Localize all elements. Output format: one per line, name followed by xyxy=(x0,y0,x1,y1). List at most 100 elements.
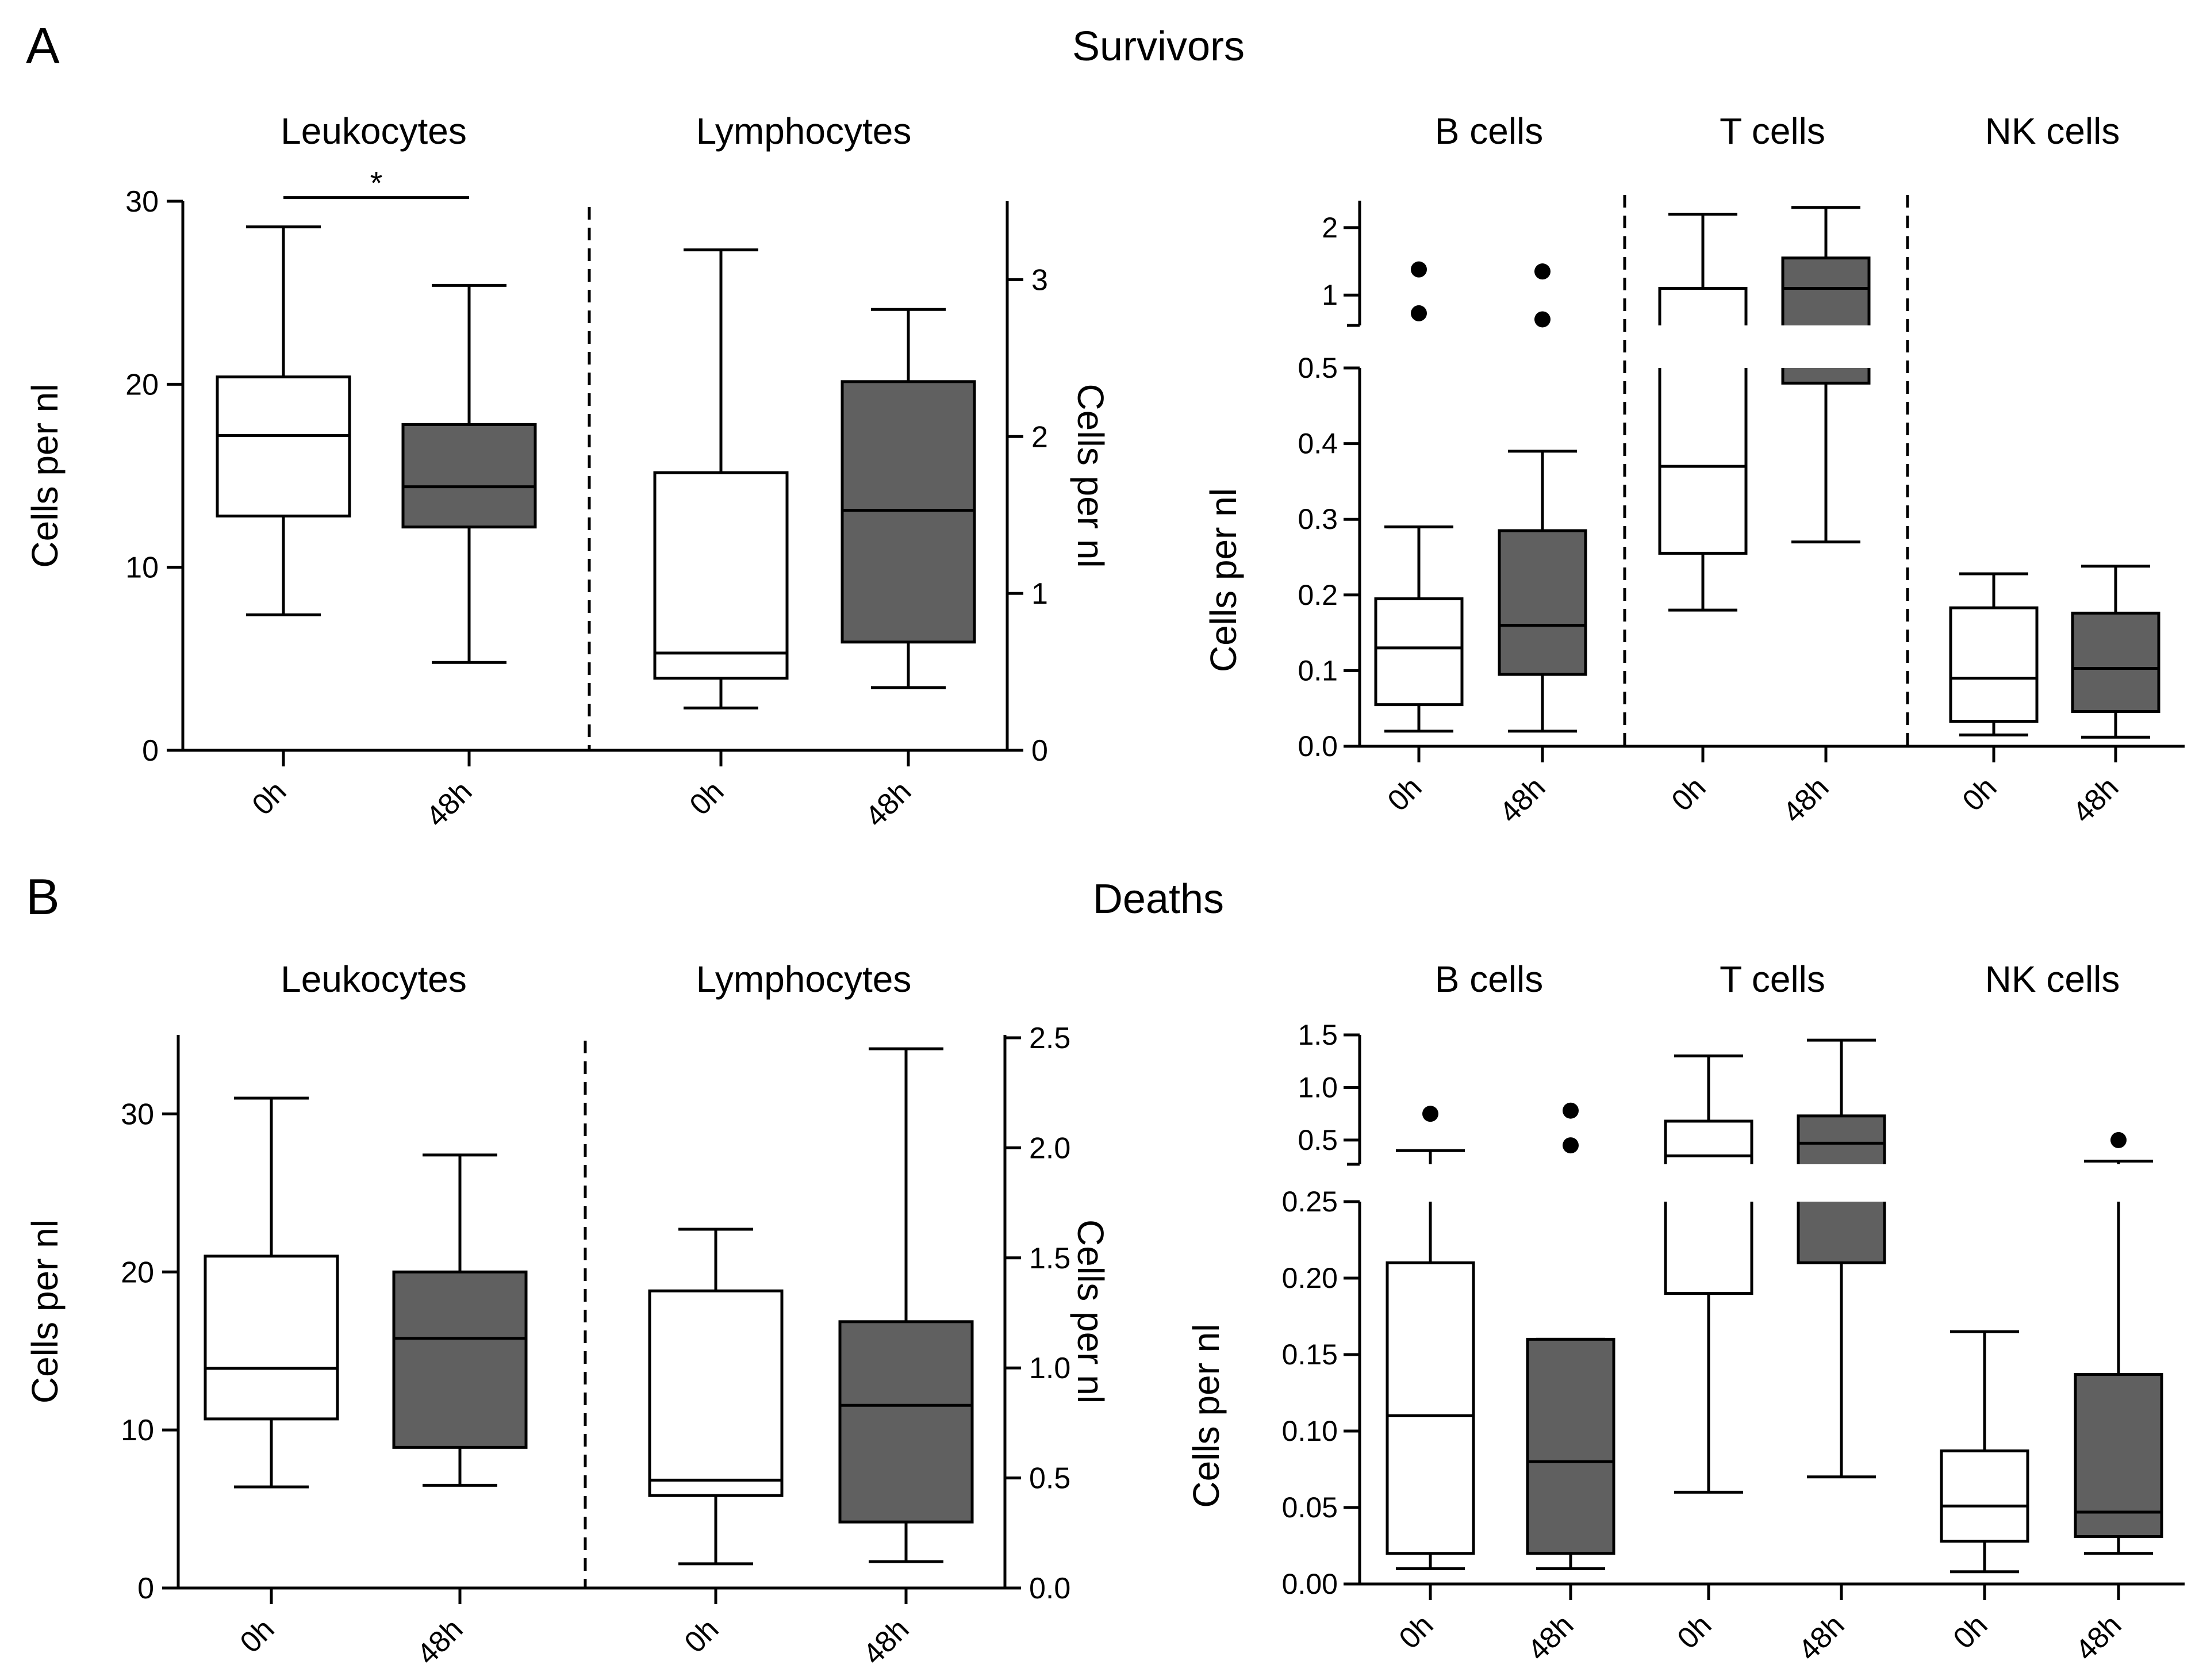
y-axis-label: Cells per nl xyxy=(1185,1324,1227,1508)
outlier-point xyxy=(1422,1106,1438,1122)
outlier-point xyxy=(1534,311,1551,328)
y-tick-label: 10 xyxy=(125,551,159,585)
x-tick-label: 0h xyxy=(1956,770,2004,818)
box-t-cells-0h-upper xyxy=(1660,288,1746,325)
y-tick-label: 20 xyxy=(121,1256,154,1289)
y-tick-label: 0.0 xyxy=(1298,730,1338,762)
y-tick-label: 1 xyxy=(1322,279,1338,311)
box-b-cells-0h xyxy=(1374,597,1464,707)
significance-star: * xyxy=(370,165,383,201)
y-tick-label: 0.1 xyxy=(1298,654,1338,686)
box-lymphocytes-48h xyxy=(841,380,976,644)
box-nk-cells-48h xyxy=(2071,611,2160,713)
x-tick-label: 0h xyxy=(1381,770,1429,818)
box-t-cells-0h-lower xyxy=(1665,1202,1752,1294)
y-axis-label: Cells per nl xyxy=(1203,488,1244,672)
subplot-title-lymphocytes: Lymphocytes xyxy=(696,110,912,152)
y-tick-label: 2 xyxy=(1031,420,1048,454)
y-tick-label: 0.20 xyxy=(1282,1262,1338,1294)
y-tick-label: 0.3 xyxy=(1298,503,1338,535)
y-tick-label: 20 xyxy=(125,368,159,401)
x-tick-label: 48h xyxy=(1792,1608,1851,1667)
box-lymphocytes-0h xyxy=(648,1289,784,1497)
x-tick-label: 48h xyxy=(1493,770,1552,829)
y-tick-label: 0.5 xyxy=(1298,1124,1338,1156)
box-b-cells-0h xyxy=(1386,1261,1475,1555)
subplot-title-leukocytes: Leukocytes xyxy=(281,958,467,1000)
box-leukocytes-0h xyxy=(216,375,351,518)
subplot-title-b-cells: B cells xyxy=(1435,958,1544,1000)
y-tick-label: 0.0 xyxy=(1029,1572,1070,1605)
y-tick-label: 1.0 xyxy=(1029,1352,1070,1385)
y-tick-label: 0.2 xyxy=(1298,579,1338,611)
x-tick-label: 48h xyxy=(420,774,478,833)
y-axis-label-left: Cells per nl xyxy=(24,383,66,567)
y-tick-label: 2 xyxy=(1322,212,1338,244)
y-tick-label: 0.25 xyxy=(1282,1186,1338,1218)
box-t-cells-0h-lower-outline xyxy=(1658,368,1748,555)
subplot-title-nk-cells: NK cells xyxy=(1985,110,2120,152)
x-tick-label: 0h xyxy=(1671,1608,1718,1655)
subplot-title-lymphocytes: Lymphocytes xyxy=(696,958,912,1000)
y-tick-label: 2.0 xyxy=(1029,1131,1070,1165)
box-leukocytes-0h xyxy=(204,1255,339,1421)
y-tick-label: 30 xyxy=(125,185,159,218)
box-t-cells-48h-upper-outline xyxy=(1781,256,1871,325)
y-tick-label: 30 xyxy=(121,1098,154,1131)
box-t-cells-0h-lower xyxy=(1660,368,1746,554)
y-axis-label-right: Cells per nl xyxy=(1070,383,1111,567)
y-tick-label: 1.5 xyxy=(1298,1019,1338,1051)
subplot-title-b-cells: B cells xyxy=(1435,110,1544,152)
x-tick-label: 48h xyxy=(410,1612,469,1671)
y-tick-label: 0 xyxy=(142,734,159,768)
y-tick-label: 0.00 xyxy=(1282,1568,1338,1600)
subplot-title-nk-cells: NK cells xyxy=(1985,958,2120,1000)
panel-letter-a: A xyxy=(26,17,60,74)
panel-letter-b: B xyxy=(26,868,60,925)
box-t-cells-48h-lower xyxy=(1783,368,1869,383)
panel-title-deaths: Deaths xyxy=(1093,876,1224,922)
y-tick-label: 10 xyxy=(121,1414,154,1447)
outlier-point xyxy=(1563,1102,1579,1119)
y-tick-label: 1.5 xyxy=(1029,1242,1070,1275)
y-tick-label: 0.5 xyxy=(1029,1462,1070,1495)
outlier-point xyxy=(2110,1131,2127,1148)
x-tick-label: 48h xyxy=(857,1612,915,1671)
x-tick-label: 0h xyxy=(678,1612,726,1659)
outlier-point xyxy=(1411,261,1427,278)
box-t-cells-48h-upper xyxy=(1798,1115,1885,1164)
y-tick-label: 0 xyxy=(137,1572,154,1605)
subplot-title-t-cells: T cells xyxy=(1720,958,1825,1000)
x-tick-label: 0h xyxy=(1393,1608,1440,1655)
box-t-cells-48h-upper-outline xyxy=(1797,1114,1886,1164)
x-tick-label: 0h xyxy=(684,774,731,822)
panel-title-survivors: Survivors xyxy=(1072,24,1245,70)
y-tick-label: 0.10 xyxy=(1282,1415,1338,1447)
y-tick-label: 0.15 xyxy=(1282,1338,1338,1371)
box-t-cells-0h-upper-outline xyxy=(1658,286,1748,325)
box-leukocytes-48h xyxy=(401,423,537,529)
box-b-cells-48h xyxy=(1498,529,1587,676)
y-axis-label-right: Cells per nl xyxy=(1070,1219,1111,1403)
y-tick-label: 0.4 xyxy=(1298,428,1338,460)
box-t-cells-0h-lower-outline xyxy=(1664,1202,1753,1295)
outlier-point xyxy=(1411,305,1427,321)
outlier-point xyxy=(1534,263,1551,280)
x-tick-label: 48h xyxy=(1521,1608,1580,1667)
subplot-title-leukocytes: Leukocytes xyxy=(281,110,467,152)
subplot-title-t-cells: T cells xyxy=(1720,110,1825,152)
box-t-cells-0h-upper-outline xyxy=(1664,1119,1753,1164)
box-t-cells-48h-lower-outline xyxy=(1797,1202,1886,1264)
box-nk-cells-0h xyxy=(1940,1449,2029,1543)
y-tick-label: 1 xyxy=(1031,577,1048,611)
outlier-point xyxy=(1563,1137,1579,1154)
y-tick-label: 0.05 xyxy=(1282,1491,1338,1524)
box-lymphocytes-0h xyxy=(653,471,789,680)
x-tick-label: 48h xyxy=(859,774,918,833)
x-tick-label: 0h xyxy=(246,774,293,822)
y-tick-label: 3 xyxy=(1031,263,1048,297)
y-tick-label: 0 xyxy=(1031,734,1048,768)
x-tick-label: 0h xyxy=(234,1612,281,1659)
y-axis-label-left: Cells per nl xyxy=(24,1219,66,1403)
